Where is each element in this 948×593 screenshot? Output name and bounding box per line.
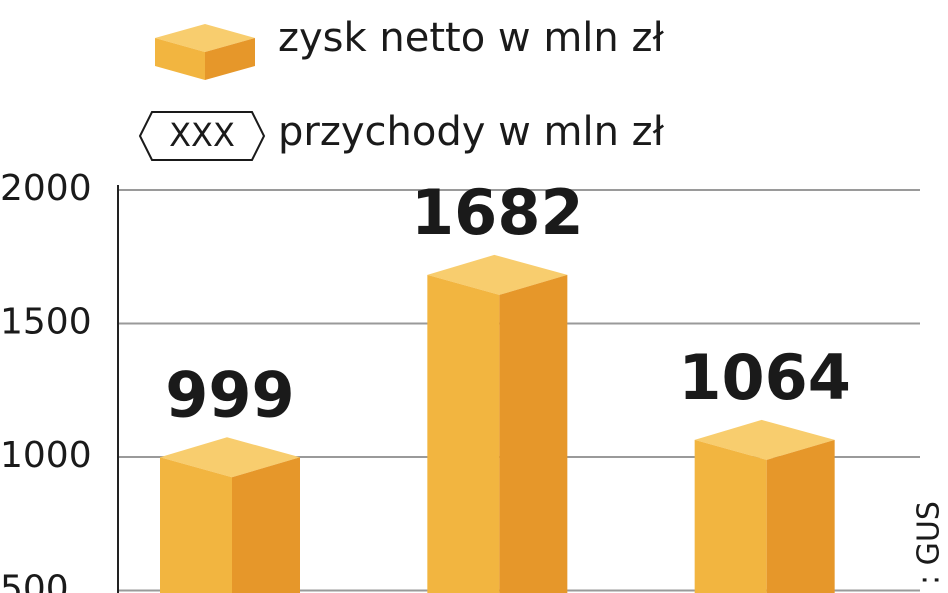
- legend-swatch-left: [155, 38, 205, 80]
- y-tick-label: 1500: [0, 302, 92, 343]
- bar-front: [427, 274, 500, 593]
- bar-top: [160, 437, 300, 478]
- legend-hexagon: [138, 111, 266, 161]
- y-tick-label: 500: [0, 569, 69, 593]
- value-label: 1682: [411, 176, 584, 249]
- legend-marker-text: XXX: [169, 116, 235, 154]
- legend-label: przychody w mln zł: [278, 109, 665, 155]
- y-tick-label: 1000: [0, 435, 92, 476]
- legend-label: zysk netto w mln zł: [278, 15, 664, 61]
- bar-side: [232, 457, 300, 593]
- source-note: : GUS: [912, 501, 947, 585]
- bar-side: [766, 439, 835, 593]
- value-label: 1064: [678, 341, 851, 414]
- y-tick-label: 2000: [0, 168, 92, 209]
- bar-top: [694, 419, 835, 460]
- value-label: 999: [165, 358, 294, 431]
- legend-swatch-right: [205, 38, 255, 80]
- bar-front: [694, 439, 767, 593]
- bar-front: [160, 457, 232, 593]
- legend: zysk netto w mln zł XXX przychody w mln …: [138, 15, 665, 161]
- bar-side: [499, 274, 568, 593]
- bar-top: [427, 254, 568, 295]
